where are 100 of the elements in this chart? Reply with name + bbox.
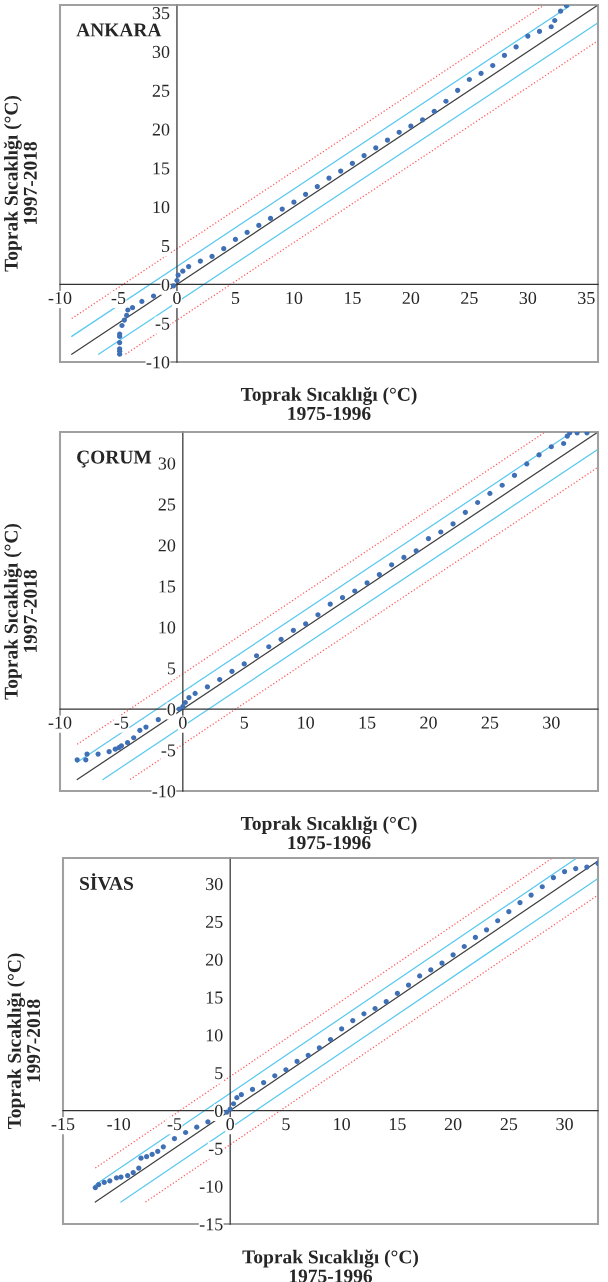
x-tick-label: -10: [107, 1118, 131, 1131]
point: [466, 76, 472, 83]
point: [584, 864, 590, 870]
y-tick-label: -10: [199, 1180, 223, 1193]
point: [305, 1052, 311, 1058]
x-tick-label: -10: [48, 716, 72, 729]
point: [170, 283, 177, 289]
point: [567, 432, 573, 436]
point: [443, 98, 449, 104]
point: [314, 184, 320, 190]
y-tick-label: 0: [214, 1104, 223, 1118]
point: [131, 735, 137, 741]
text: ANKARA: [76, 23, 162, 37]
point: [283, 1067, 289, 1073]
point: [106, 749, 112, 755]
point: [557, 8, 564, 14]
point: [186, 694, 192, 701]
point: [315, 612, 321, 618]
point: [372, 1005, 378, 1012]
point: [364, 580, 370, 586]
point: [564, 433, 570, 439]
point: [338, 168, 344, 174]
x-tick-label: 10: [286, 291, 303, 305]
x-tick-label: 30: [543, 716, 560, 729]
point: [539, 884, 545, 890]
point: [182, 699, 188, 706]
point: [194, 1124, 200, 1130]
point: [376, 572, 382, 578]
point: [175, 272, 181, 278]
point: [186, 263, 192, 270]
point: [174, 277, 180, 284]
y-tick-label: 5: [167, 662, 176, 675]
point: [548, 24, 554, 30]
x-tick-label: 30: [556, 1118, 573, 1131]
y-tick-label: 0: [161, 278, 170, 291]
x-axis-title: Toprak Sıcaklığı (°C) 1975-1996: [242, 1249, 418, 1282]
x-tick-label: 25: [481, 716, 499, 729]
point: [455, 87, 461, 93]
point: [428, 967, 434, 973]
x-tick-label: -5: [114, 716, 129, 729]
point: [241, 661, 247, 667]
point: [511, 472, 518, 479]
point: [130, 1169, 136, 1176]
point: [525, 33, 531, 39]
y-tick-label: 35: [152, 7, 170, 20]
point: [138, 1155, 144, 1161]
point: [256, 222, 262, 229]
point: [204, 684, 210, 690]
point: [349, 160, 355, 166]
x-tick-label: 15: [389, 1118, 406, 1131]
y-tick-label: 5: [215, 1067, 223, 1080]
point: [197, 258, 203, 264]
point: [253, 653, 260, 659]
point: [478, 70, 484, 76]
point: [234, 1095, 240, 1101]
point: [475, 499, 481, 506]
point: [279, 206, 285, 212]
point: [425, 535, 432, 542]
y-tick-label: 30: [152, 45, 170, 59]
point: [339, 594, 346, 601]
point: [513, 44, 519, 50]
point: [121, 317, 127, 323]
point: [373, 145, 379, 151]
y-tick-label: 15: [153, 162, 170, 175]
point: [389, 562, 395, 568]
point: [125, 1173, 131, 1179]
point: [419, 117, 426, 123]
point: [524, 461, 530, 467]
y-tick-label: 15: [206, 991, 223, 1004]
point: [117, 340, 123, 346]
y-tick-label: -10: [152, 785, 176, 798]
point: [408, 123, 414, 129]
point: [129, 305, 136, 311]
point: [224, 1109, 230, 1115]
point: [394, 990, 400, 996]
point: [155, 717, 161, 723]
point: [180, 268, 186, 274]
x-tick-label: 20: [444, 1118, 462, 1131]
point: [149, 1151, 155, 1158]
y-tick-label: -15: [199, 1218, 223, 1231]
point: [205, 1119, 211, 1125]
x-tick-label: -15: [51, 1118, 75, 1131]
y-tick-label: 15: [159, 580, 176, 593]
point: [303, 191, 309, 197]
y-tick-label: 20: [205, 953, 223, 966]
point: [487, 490, 493, 497]
point: [501, 52, 508, 59]
y-tick-label: 20: [158, 539, 176, 552]
x-tick-label: 0: [226, 1118, 235, 1131]
point: [327, 601, 333, 607]
point: [290, 627, 296, 633]
point: [125, 307, 131, 313]
point: [101, 1179, 107, 1186]
point: [278, 636, 284, 642]
point: [95, 751, 101, 757]
point: [266, 644, 272, 650]
x-tick-label: 20: [420, 716, 437, 729]
point: [227, 1106, 233, 1112]
point: [536, 452, 542, 458]
point: [438, 529, 444, 535]
